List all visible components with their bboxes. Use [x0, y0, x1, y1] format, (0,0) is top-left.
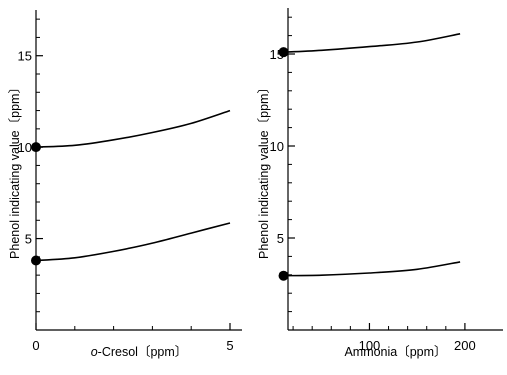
- x-axis-label: o-Cresol〔ppm〕: [91, 345, 188, 359]
- y-axis-label: Phenol indicating value〔ppm〕: [8, 81, 22, 259]
- y-tick-label: 10: [270, 139, 284, 154]
- y-tick-label: 5: [25, 232, 32, 247]
- x-axis-label-italic: o: [91, 345, 98, 359]
- y-tick-label: 15: [18, 49, 32, 64]
- series-line-1: [36, 223, 230, 261]
- series-start-point-1: [279, 271, 289, 281]
- x-axis-label: Ammonia〔ppm〕: [344, 345, 446, 359]
- y-tick-label: 5: [277, 231, 284, 246]
- series-start-point-0: [31, 142, 41, 152]
- x-axis-label-text: -Cresol〔ppm〕: [98, 345, 188, 359]
- y-axis-label: Phenol indicating value〔ppm〕: [257, 81, 271, 259]
- x-tick-label: 0: [32, 338, 39, 353]
- series-line-0: [284, 34, 461, 52]
- series-line-0: [36, 111, 230, 148]
- series-start-point-0: [279, 47, 289, 57]
- x-tick-label: 200: [454, 338, 476, 353]
- series-start-point-1: [31, 256, 41, 266]
- x-tick-label: 5: [226, 338, 233, 353]
- series-line-1: [284, 262, 461, 276]
